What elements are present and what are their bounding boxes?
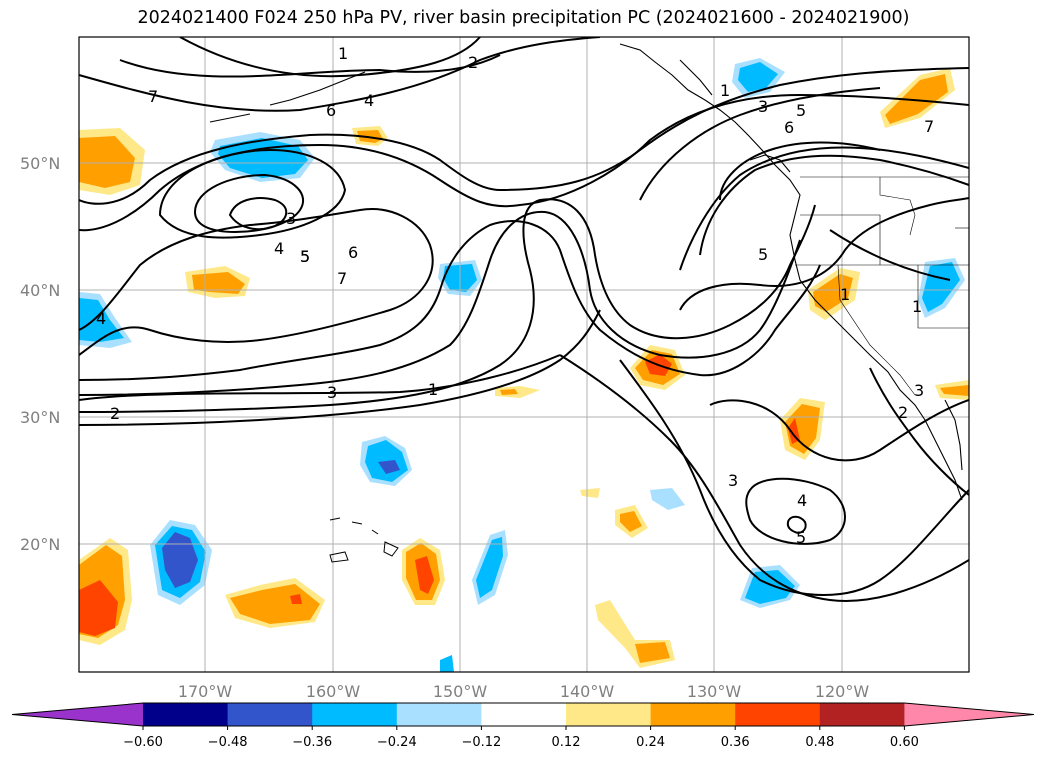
colorbar-tick-label: 0.24 [636,735,665,750]
pv-label: 5 [796,528,806,547]
colorbar-bin [735,703,821,726]
colorbar-bin [396,703,482,726]
pv-label: 4 [364,91,374,110]
pv-contours [79,37,969,602]
pv-label: 1 [338,44,348,63]
pv-label: 3 [327,383,337,402]
pv-label: 3 [286,209,296,228]
pv-label: 2 [468,53,478,72]
pv-label: 6 [326,101,336,120]
pv-label: 7 [924,117,934,136]
colorbar-tick-label: −0.12 [461,735,501,750]
map-area[interactable]: 7 6 4 1 2 3 5 4 5 6 7 3 1 2 4 3 5 4 5 6 … [79,37,969,672]
lon-label-160w: 160°W [306,682,361,701]
pv-contour-labels: 7 6 4 1 2 3 5 4 5 6 7 3 1 2 4 3 5 4 5 6 … [96,44,934,547]
lat-label-40n: 40°N [20,281,60,300]
pv-label: 4 [797,491,807,510]
lat-label-20n: 20°N [20,535,60,554]
pv-label: 1 [720,81,730,100]
pv-label: 5 [300,247,310,266]
pv-label: 3 [914,381,924,400]
pv-label: 2 [898,403,908,422]
colorbar-tick-label: 0.36 [721,735,750,750]
colorbar-bin [227,703,313,726]
colorbar-bin [481,703,567,726]
colorbar-tick-label: 0.60 [890,735,919,750]
state-borders [795,176,969,396]
pv-label: 5 [796,101,806,120]
pv-label: 4 [274,239,284,258]
colorbar-tick-label: −0.24 [377,735,417,750]
pv-label: 1 [428,380,438,399]
lon-label-170w: 170°W [178,682,233,701]
lon-label-150w: 150°W [433,682,488,701]
islands [329,517,399,563]
pv-label: 4 [96,309,106,328]
colorbar-bin [650,703,736,726]
lat-label-50n: 50°N [20,154,60,173]
pv-label: 2 [110,404,120,423]
pv-label: 3 [728,471,738,490]
colorbar-tick-label: 0.48 [805,735,834,750]
pv-label: 6 [348,243,358,262]
colorbar-bin [819,703,905,726]
map-frame [78,36,970,673]
pv-label: 7 [337,269,347,288]
colorbar-tick-label: −0.60 [123,735,163,750]
coastlines [209,43,963,501]
colorbar-extend-high [904,703,1034,726]
colorbar-bin [143,703,229,726]
map-title: 2024021400 F024 250 hPa PV, river basin … [137,8,910,28]
colorbar-tick-label: −0.36 [292,735,332,750]
pv-label: 3 [758,97,768,116]
colorbar-bin [566,703,652,726]
lon-label-130w: 130°W [687,682,742,701]
colorbar-bin [312,703,398,726]
latitude-labels: 50°N 40°N 30°N 20°N [20,154,60,554]
pv-label: 5 [758,245,768,264]
colorbar-tick-label: −0.48 [208,735,248,750]
pv-label: 7 [148,87,158,106]
lon-label-140w: 140°W [560,682,615,701]
colorbar-tick-label: 0.12 [552,735,581,750]
lon-label-120w: 120°W [815,682,870,701]
pv-label: 1 [912,297,922,316]
pv-label: 6 [784,118,794,137]
lat-label-30n: 30°N [20,408,60,427]
longitude-labels: 170°W 160°W 150°W 140°W 130°W 120°W [178,682,870,701]
colorbar: −0.60 −0.48 −0.36 −0.24 −0.12 0.12 0.24 0.36 0.4… [11,702,1035,750]
colorbar-extend-low [12,703,143,726]
pv-label: 5 [300,247,310,266]
pv-label: 1 [840,285,850,304]
